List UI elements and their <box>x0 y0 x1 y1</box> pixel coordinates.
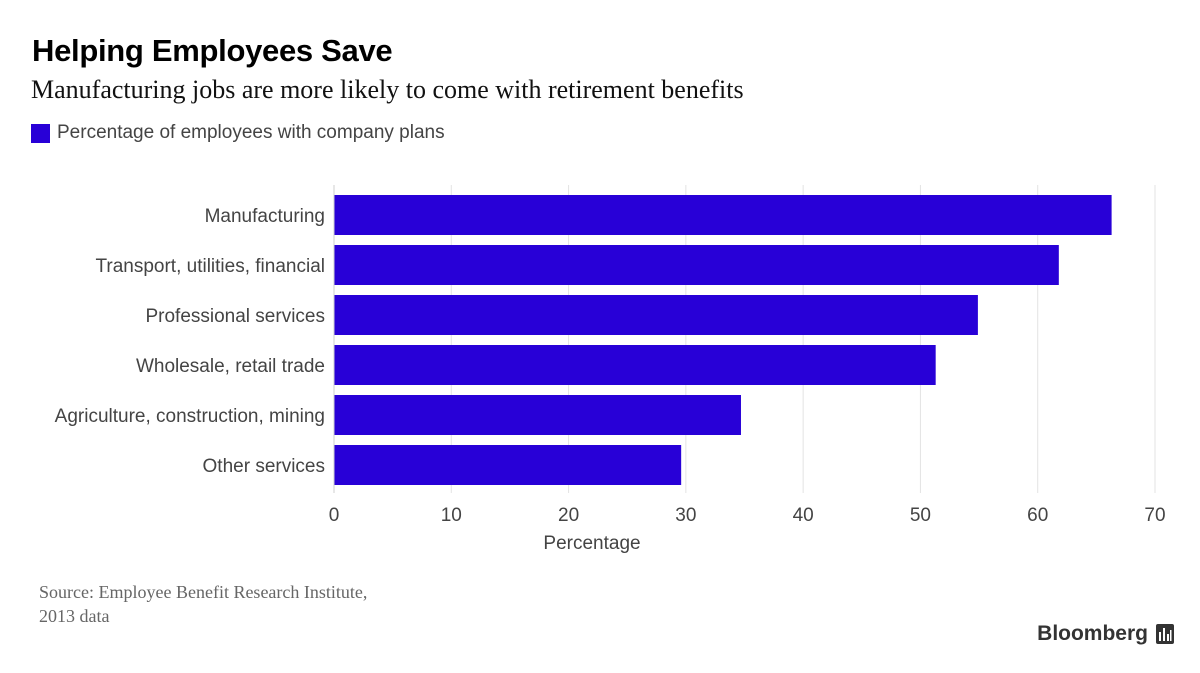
legend-label: Percentage of employees with company pla… <box>57 122 445 143</box>
bloomberg-bars-icon <box>1156 624 1174 644</box>
x-tick-label: 30 <box>675 505 696 526</box>
legend-swatch <box>31 123 50 143</box>
category-label: Transport, utilities, financial <box>95 256 325 277</box>
x-tick-label: 40 <box>793 505 814 526</box>
x-tick-label: 50 <box>910 505 931 526</box>
chart-subtitle: Manufacturing jobs are more likely to co… <box>31 75 744 104</box>
x-tick-label: 10 <box>441 505 462 526</box>
bar-1 <box>334 245 1059 285</box>
x-tick-label: 70 <box>1144 505 1165 526</box>
x-tick-label: 20 <box>558 505 579 526</box>
category-label: Other services <box>203 456 325 477</box>
category-label: Professional services <box>145 306 325 327</box>
x-tick-label: 60 <box>1027 505 1048 526</box>
brand-name: Bloomberg <box>1037 622 1148 645</box>
legend: Percentage of employees with company pla… <box>31 122 445 144</box>
category-label: Wholesale, retail trade <box>136 356 325 377</box>
bar-5 <box>334 445 682 485</box>
category-label: Manufacturing <box>205 206 325 227</box>
source-line-1: Source: Employee Benefit Research Instit… <box>39 582 368 602</box>
x-tick-label: 0 <box>329 505 340 526</box>
brand: Bloomberg <box>1037 622 1174 646</box>
x-axis-title: Percentage <box>543 533 640 554</box>
category-label: Agriculture, construction, mining <box>55 406 325 427</box>
bar-3 <box>334 345 936 385</box>
bar-0 <box>334 195 1112 235</box>
bar-4 <box>334 395 741 435</box>
bar-2 <box>334 295 978 335</box>
source-note: Source: Employee Benefit Research Instit… <box>39 580 479 628</box>
chart-title: Helping Employees Save <box>32 33 393 68</box>
source-line-2: 2013 data <box>39 606 110 626</box>
